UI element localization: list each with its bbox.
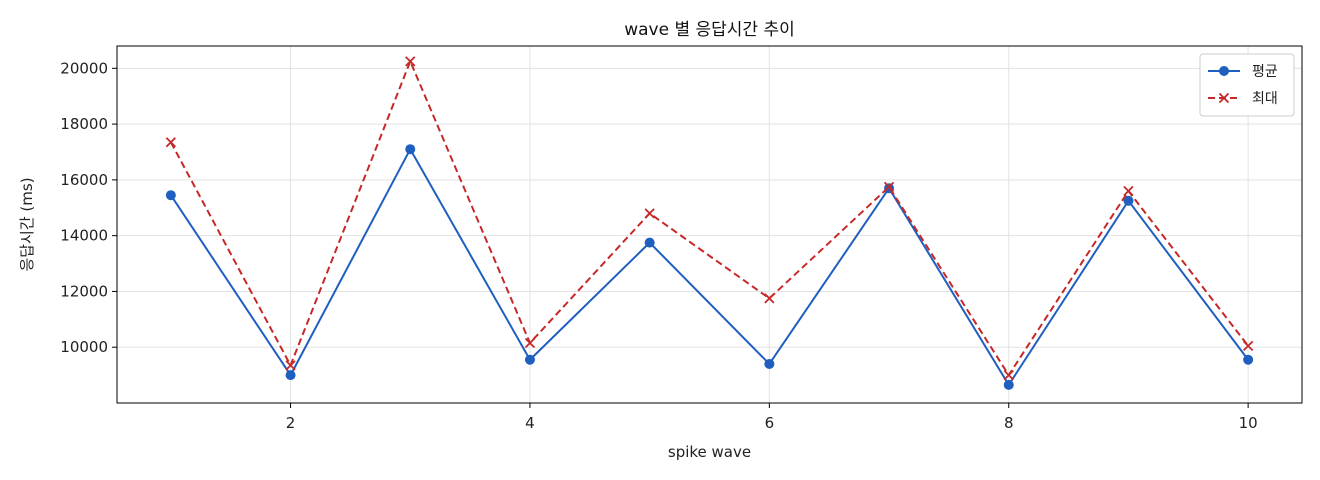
y-tick-label: 14000 xyxy=(60,227,108,245)
data-point xyxy=(405,56,416,67)
data-point xyxy=(524,354,535,365)
series-1 xyxy=(165,144,1254,390)
series-layer xyxy=(165,56,1254,390)
legend-label: 평균 xyxy=(1252,64,1278,80)
series-2 xyxy=(165,56,1254,381)
data-point xyxy=(165,190,176,201)
series-2-line xyxy=(169,60,1249,377)
axis-ticks: 2 4 6 8 10 10000 12000 14000 16000 18000 20000 xyxy=(60,59,1257,432)
y-tick-label: 18000 xyxy=(60,115,108,133)
legend-item-1: 평균 xyxy=(1208,64,1278,80)
y-axis-title: 응답시간 (ms) xyxy=(18,177,36,271)
series-1-line xyxy=(170,148,1249,386)
data-point xyxy=(883,181,895,192)
y-tick-label: 20000 xyxy=(60,59,108,77)
data-point xyxy=(644,208,655,219)
x-tick-label: 10 xyxy=(1239,414,1258,432)
x-tick-label: 6 xyxy=(765,414,775,432)
y-tick-label: 10000 xyxy=(60,338,108,356)
legend-swatch-marker xyxy=(1219,66,1229,76)
data-point xyxy=(1243,340,1254,351)
legend-label: 최대 xyxy=(1252,91,1278,107)
x-tick-label: 4 xyxy=(525,414,535,432)
data-point xyxy=(165,137,177,148)
data-point xyxy=(644,237,655,248)
data-point xyxy=(764,293,775,304)
data-point xyxy=(1123,195,1134,206)
data-point xyxy=(285,360,296,371)
x-tick-label: 8 xyxy=(1004,414,1014,432)
y-tick-label: 16000 xyxy=(60,171,108,189)
legend-box xyxy=(1199,53,1295,117)
data-point xyxy=(405,144,416,155)
x-tick-label: 2 xyxy=(286,414,296,432)
legend-item-2: 최대 xyxy=(1208,91,1278,107)
x-axis-title: spike wave xyxy=(668,443,751,461)
data-point xyxy=(1123,185,1134,197)
data-point xyxy=(1243,354,1254,365)
data-point xyxy=(524,337,536,349)
chart-title: wave 별 응답시간 추이 xyxy=(624,20,795,40)
y-tick-label: 12000 xyxy=(60,282,108,300)
data-point xyxy=(764,358,775,369)
data-point xyxy=(285,370,296,381)
legend-swatch-marker xyxy=(1218,92,1230,104)
grid xyxy=(117,46,1302,403)
plot-frame xyxy=(116,45,1303,404)
data-point xyxy=(1003,379,1014,390)
data-point xyxy=(1003,369,1014,381)
